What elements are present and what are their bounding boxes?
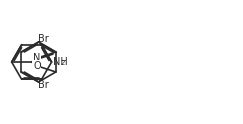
Text: N: N xyxy=(33,53,41,63)
Text: Br: Br xyxy=(38,80,49,90)
Text: NH: NH xyxy=(53,57,68,67)
Text: Br: Br xyxy=(38,34,49,44)
Text: 2: 2 xyxy=(61,60,65,66)
Text: O: O xyxy=(33,61,41,71)
